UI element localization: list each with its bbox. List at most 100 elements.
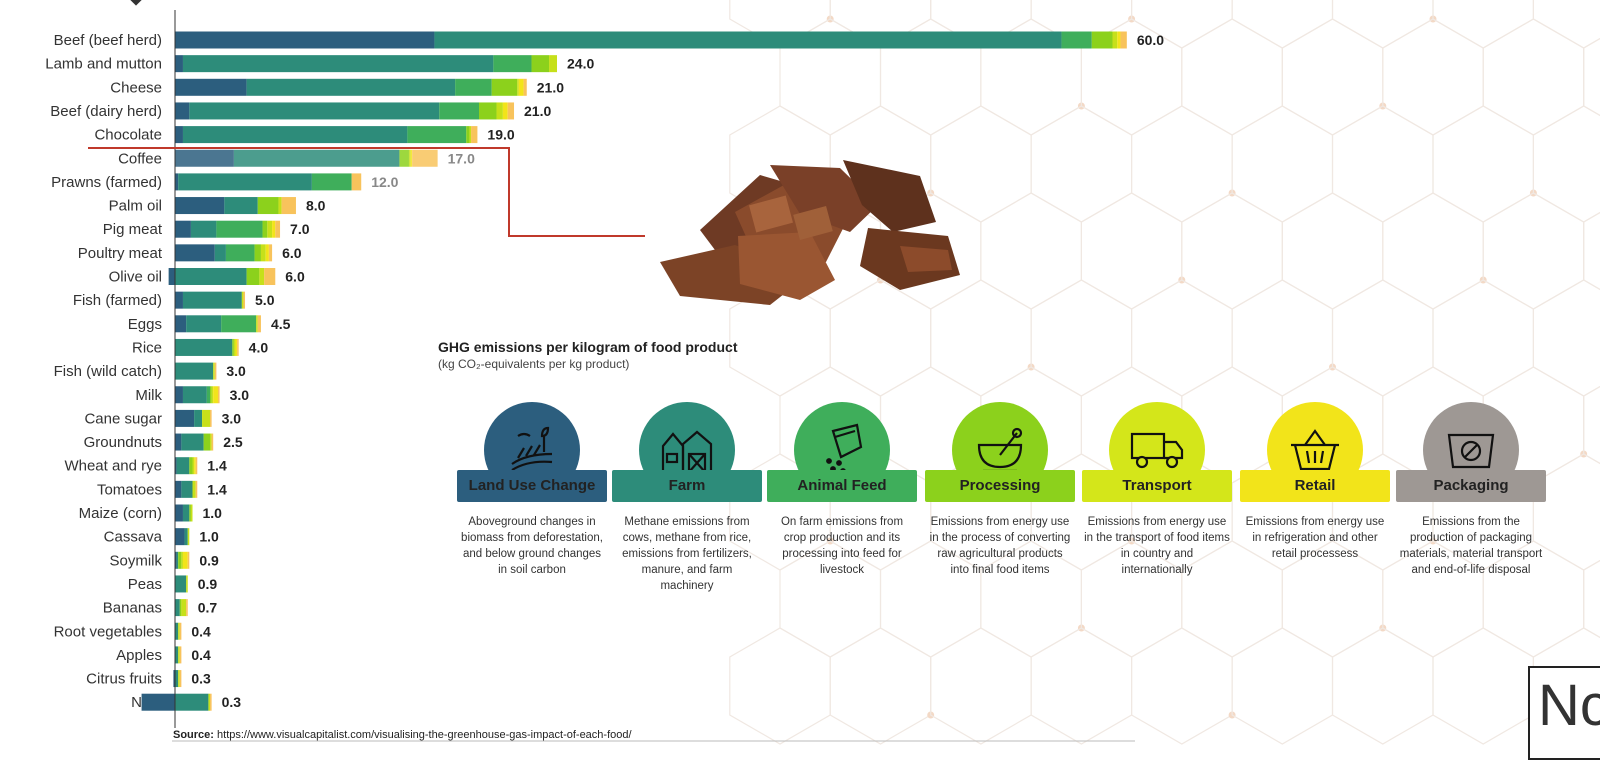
bar-segment-transport <box>181 599 187 617</box>
bar-segment-animal-feed <box>455 78 492 96</box>
bar-segment-land-use-change <box>175 291 183 309</box>
bar-segment-animal-feed <box>225 244 255 262</box>
chocolate-pieces-image <box>660 160 960 305</box>
bar-segment-retail <box>235 338 238 356</box>
bar-segment-transport <box>496 102 503 120</box>
bar-segment-farm <box>176 551 179 569</box>
bar-segment-processing <box>491 78 518 96</box>
bar-segment-farm <box>182 504 190 522</box>
bar-segment-packaging <box>281 197 296 215</box>
bar-segment-farm <box>434 31 1062 49</box>
bar-segment-land-use-change <box>175 551 177 569</box>
bar-segment-retail <box>182 551 188 569</box>
bar-segment-land-use-change <box>175 504 183 522</box>
data-label-eggs: 4.5 <box>271 316 291 332</box>
bar-segment-animal-feed <box>493 55 532 73</box>
data-label-wheat-and-rye: 1.4 <box>207 458 227 474</box>
bar-segment-packaging <box>179 646 182 664</box>
bar-segment-transport <box>278 197 282 215</box>
bar-segment-land-use-change <box>175 244 215 262</box>
bar-segment-packaging <box>1120 31 1127 49</box>
bar-segment-retail <box>518 78 524 96</box>
bar-segment-land-use-change <box>175 197 225 215</box>
stage-label: Processing <box>925 470 1075 502</box>
bar-segment-farm <box>182 55 494 73</box>
data-label-bananas: 0.7 <box>198 600 218 616</box>
bar-segment-land-use-change <box>175 102 190 120</box>
category-label-beef-beef-herd: Beef (beef herd) <box>54 32 162 49</box>
bar-segment-packaging <box>186 599 188 617</box>
bar-segment-land-use-change <box>141 693 175 711</box>
bar-segment-processing <box>210 386 212 404</box>
bar-segment-transport <box>186 575 188 593</box>
bar-segment-packaging <box>195 480 198 498</box>
bar-segment-farm <box>224 197 258 215</box>
bar-segment-packaging <box>523 78 527 96</box>
bar-segment-land-use-change <box>175 126 183 144</box>
bar-segment-land-use-change <box>175 78 247 96</box>
category-label-fish-wild-catch: Fish (wild catch) <box>54 363 162 380</box>
category-label-cassava: Cassava <box>104 529 163 546</box>
bar-segment-animal-feed <box>1061 31 1092 49</box>
data-label-milk: 3.0 <box>230 387 250 403</box>
bar-segment-animal-feed <box>216 220 263 238</box>
bar-segment-farm <box>175 362 214 380</box>
bar-segment-land-use-change <box>175 220 191 238</box>
bar-segment-farm <box>175 622 179 640</box>
stage-description: Emissions from energy use in the process… <box>929 516 1071 576</box>
bar-segment-farm <box>189 102 440 120</box>
bar-segment-farm <box>194 409 203 427</box>
bar-segment-transport <box>190 504 193 522</box>
bar-segment-packaging <box>275 220 281 238</box>
data-label-beef-dairy-herd: 21.0 <box>524 103 551 119</box>
brand-logo-box: Nc <box>1528 666 1600 760</box>
bar-segment-farm <box>214 244 226 262</box>
bar-segment-transport <box>202 409 211 427</box>
bar-segment-land-use-change <box>175 386 183 404</box>
bar-segment-transport <box>1112 31 1118 49</box>
category-label-rice: Rice <box>132 339 162 356</box>
bar-segment-farm <box>175 338 233 356</box>
bar-segment-animal-feed <box>439 102 480 120</box>
bar-segment-transport <box>241 291 244 309</box>
bar-segment-transport <box>187 528 190 546</box>
bar-segment-land-use-change <box>173 670 175 688</box>
stage-label: Land Use Change <box>457 470 607 502</box>
data-label-nuts: 0.3 <box>222 694 242 710</box>
bar-segment-retail <box>213 386 218 404</box>
data-label-pig-meat: 7.0 <box>290 221 310 237</box>
bar-segment-animal-feed <box>311 173 352 191</box>
stage-description: Emissions from the production of packagi… <box>1399 516 1543 576</box>
bar-segment-transport <box>408 149 411 167</box>
bar-segment-transport <box>211 386 214 404</box>
category-label-beef-dairy-herd: Beef (dairy herd) <box>50 103 162 120</box>
bar-segment-packaging <box>210 693 212 711</box>
bar-segment-packaging <box>195 457 198 475</box>
bar-segment-transport <box>213 362 215 380</box>
bar-segment-packaging <box>257 315 261 333</box>
bar-segment-farm <box>181 480 193 498</box>
bar-segment-packaging <box>214 362 217 380</box>
bar-segment-transport <box>192 480 196 498</box>
bar-segment-land-use-change <box>175 315 187 333</box>
stage-description: On farm emissions from crop production a… <box>780 516 904 576</box>
bar-segment-farm <box>178 173 312 191</box>
bar-segment-farm <box>184 528 188 546</box>
bar-segment-transport <box>259 268 265 285</box>
data-label-groundnuts: 2.5 <box>223 434 243 450</box>
bar-segment-transport <box>267 220 273 238</box>
bar-segment-processing <box>262 220 268 238</box>
bar-segment-processing <box>232 338 234 356</box>
category-label-prawns-farmed: Prawns (farmed) <box>51 174 162 191</box>
bar-segment-farm <box>175 670 179 688</box>
bar-segment-transport <box>469 126 472 144</box>
source-url[interactable]: https://www.visualcapitalist.com/visuali… <box>217 729 632 741</box>
data-label-lamb-and-mutton: 24.0 <box>567 56 594 72</box>
data-label-cheese: 21.0 <box>537 79 564 95</box>
stage-description: Emissions from energy use in refrigerati… <box>1245 516 1385 560</box>
data-label-soymilk: 0.9 <box>199 552 219 568</box>
bar-segment-animal-feed <box>407 126 467 144</box>
data-label-maize-corn: 1.0 <box>203 505 223 521</box>
